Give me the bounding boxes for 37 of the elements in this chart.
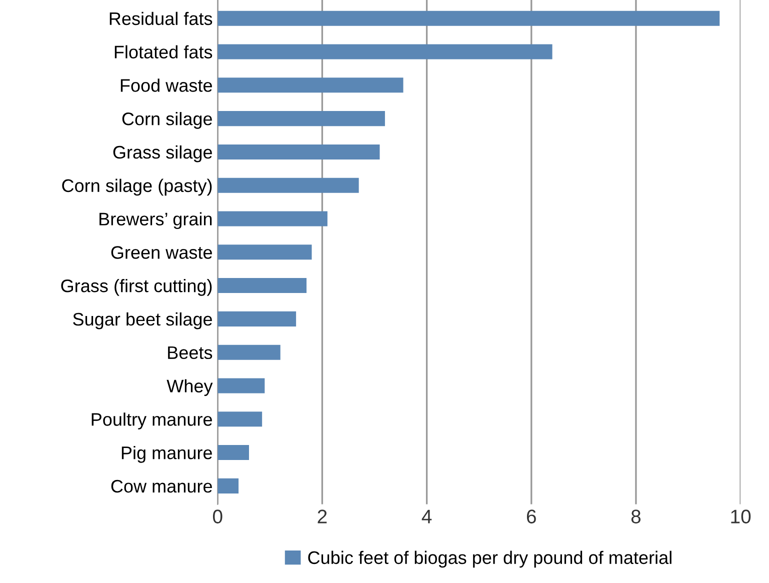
bar	[218, 278, 307, 294]
bar	[218, 445, 249, 460]
bar	[218, 44, 552, 60]
x-tick-label: 10	[731, 510, 751, 524]
bar	[218, 478, 239, 494]
y-tick-label: Poultry manure	[92, 412, 212, 430]
bar	[218, 412, 262, 427]
bar	[218, 344, 280, 360]
y-tick-label: Cow manure	[111, 480, 212, 493]
bar	[218, 311, 296, 326]
y-tick-label: Beets	[168, 346, 212, 360]
y-tick-label: Pig manure	[122, 446, 212, 463]
x-tick-label: 2	[318, 510, 327, 524]
x-tick-label: 4	[422, 510, 432, 524]
bar	[218, 211, 328, 226]
x-tick-label: 0	[212, 510, 222, 524]
y-tick-label: Whey	[166, 379, 213, 396]
y-tick-label: Corn silage	[122, 112, 212, 129]
bar	[218, 178, 359, 193]
bar	[218, 111, 385, 126]
y-tick-label: Residual fats	[110, 12, 212, 26]
y-tick-label: Grass silage	[113, 145, 212, 162]
bar	[218, 78, 404, 93]
y-tick-label: Sugar beet silage	[73, 312, 212, 330]
y-tick-label: Flotated fats	[114, 45, 212, 58]
y-tick-label: Food waste	[120, 78, 212, 92]
bar	[218, 144, 380, 160]
x-tick-label: 8	[631, 510, 641, 524]
legend-label: Cubic feet of biogas per dry pound of material	[308, 550, 672, 568]
x-tick-label: 6	[526, 510, 536, 524]
y-tick-label: Brewers’ grain	[100, 212, 212, 230]
y-tick-label: Corn silage (pasty)	[62, 178, 212, 196]
bar	[218, 378, 265, 394]
y-tick-label: Green waste	[111, 246, 212, 259]
bar	[218, 244, 312, 260]
bar	[218, 10, 720, 26]
y-tick-label: Grass (first cutting)	[61, 279, 212, 296]
